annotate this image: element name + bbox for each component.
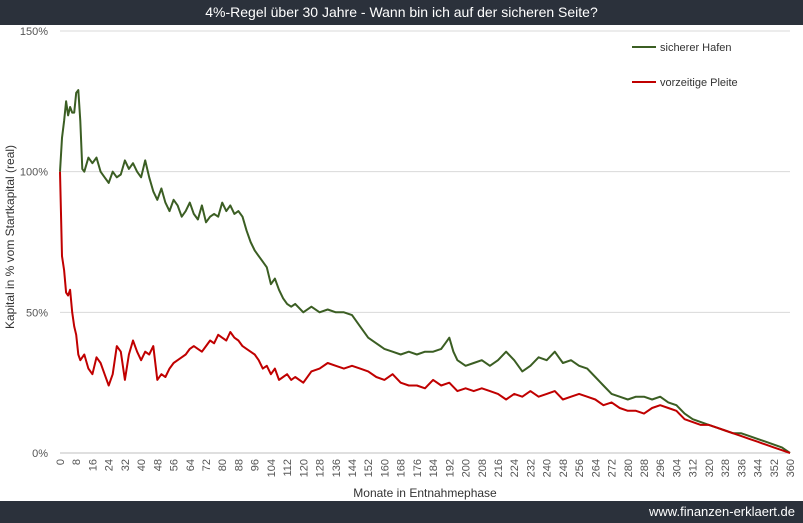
series-lines bbox=[59, 89, 791, 454]
x-tick-label: 288 bbox=[639, 459, 651, 477]
y-tick-label: 150% bbox=[20, 26, 48, 38]
x-tick-label: 336 bbox=[736, 459, 748, 477]
x-axis-ticks: 0 8 16 24 32 40 48 56 64 72 80 88 96 104 112 120 128 136 1… bbox=[55, 459, 797, 477]
x-tick-label: 48 bbox=[152, 459, 164, 471]
y-tick-label: 100% bbox=[20, 167, 48, 179]
x-tick-label: 328 bbox=[720, 459, 732, 477]
x-tick-label: 80 bbox=[217, 459, 229, 471]
x-tick-label: 144 bbox=[347, 459, 359, 477]
x-tick-label: 352 bbox=[769, 459, 781, 477]
x-tick-label: 32 bbox=[120, 459, 132, 471]
x-tick-label: 256 bbox=[574, 459, 586, 477]
chart-title: 4%-Regel über 30 Jahre - Wann bin ich au… bbox=[0, 0, 803, 25]
x-tick-label: 232 bbox=[525, 459, 537, 477]
x-tick-label: 208 bbox=[477, 459, 489, 477]
x-tick-label: 304 bbox=[671, 459, 683, 477]
x-tick-label: 264 bbox=[590, 459, 602, 477]
x-tick-label: 192 bbox=[444, 459, 456, 477]
x-tick-label: 160 bbox=[379, 459, 391, 477]
x-tick-label: 96 bbox=[250, 459, 262, 471]
x-tick-label: 120 bbox=[298, 459, 310, 477]
x-tick-label: 200 bbox=[461, 459, 473, 477]
x-tick-label: 16 bbox=[87, 459, 99, 471]
x-tick-label: 296 bbox=[655, 459, 667, 477]
x-tick-label: 320 bbox=[704, 459, 716, 477]
x-tick-label: 72 bbox=[201, 459, 213, 471]
x-tick-label: 360 bbox=[785, 459, 797, 477]
x-tick-label: 104 bbox=[266, 459, 278, 477]
x-tick-label: 128 bbox=[315, 459, 327, 477]
x-tick-label: 248 bbox=[558, 459, 570, 477]
grid-lines bbox=[60, 30, 790, 454]
x-tick-label: 184 bbox=[428, 459, 440, 477]
x-tick-label: 344 bbox=[753, 459, 765, 477]
y-axis-label: Kapital in % vom Startkapital (real) bbox=[3, 145, 17, 329]
x-tick-label: 152 bbox=[363, 459, 375, 477]
x-tick-label: 0 bbox=[55, 459, 67, 465]
legend-label: vorzeitige Pleite bbox=[660, 77, 738, 89]
footer-url: www.finanzen-erklaert.de bbox=[0, 501, 803, 523]
x-axis-label: Monate in Entnahmephase bbox=[353, 486, 497, 500]
legend-label: sicherer Hafen bbox=[660, 42, 732, 54]
x-tick-label: 136 bbox=[331, 459, 343, 477]
y-axis-ticks: 0% 50% 100% 150% bbox=[20, 26, 48, 460]
x-tick-label: 224 bbox=[509, 459, 521, 477]
x-tick-label: 88 bbox=[233, 459, 245, 471]
x-tick-label: 312 bbox=[688, 459, 700, 477]
x-tick-label: 216 bbox=[493, 459, 505, 477]
x-tick-label: 40 bbox=[136, 459, 148, 471]
x-tick-label: 280 bbox=[623, 459, 635, 477]
x-tick-label: 176 bbox=[412, 459, 424, 477]
y-tick-label: 0% bbox=[32, 448, 48, 460]
x-tick-label: 64 bbox=[185, 459, 197, 471]
series-line-sicherer-hafen bbox=[59, 89, 791, 454]
x-tick-label: 24 bbox=[104, 459, 116, 471]
x-tick-label: 240 bbox=[542, 459, 554, 477]
x-tick-label: 168 bbox=[396, 459, 408, 477]
legend: sicherer Hafen vorzeitige Pleite bbox=[632, 42, 738, 89]
x-tick-label: 8 bbox=[71, 459, 83, 465]
x-tick-label: 56 bbox=[169, 459, 181, 471]
series-line-vorzeitige-pleite bbox=[59, 171, 791, 454]
line-chart: 0% 50% 100% 150% 0 8 16 24 32 40 48 56 64 72 80 88 96 10… bbox=[3, 26, 797, 500]
x-tick-label: 272 bbox=[607, 459, 619, 477]
y-tick-label: 50% bbox=[26, 307, 48, 319]
x-tick-label: 112 bbox=[282, 459, 294, 477]
